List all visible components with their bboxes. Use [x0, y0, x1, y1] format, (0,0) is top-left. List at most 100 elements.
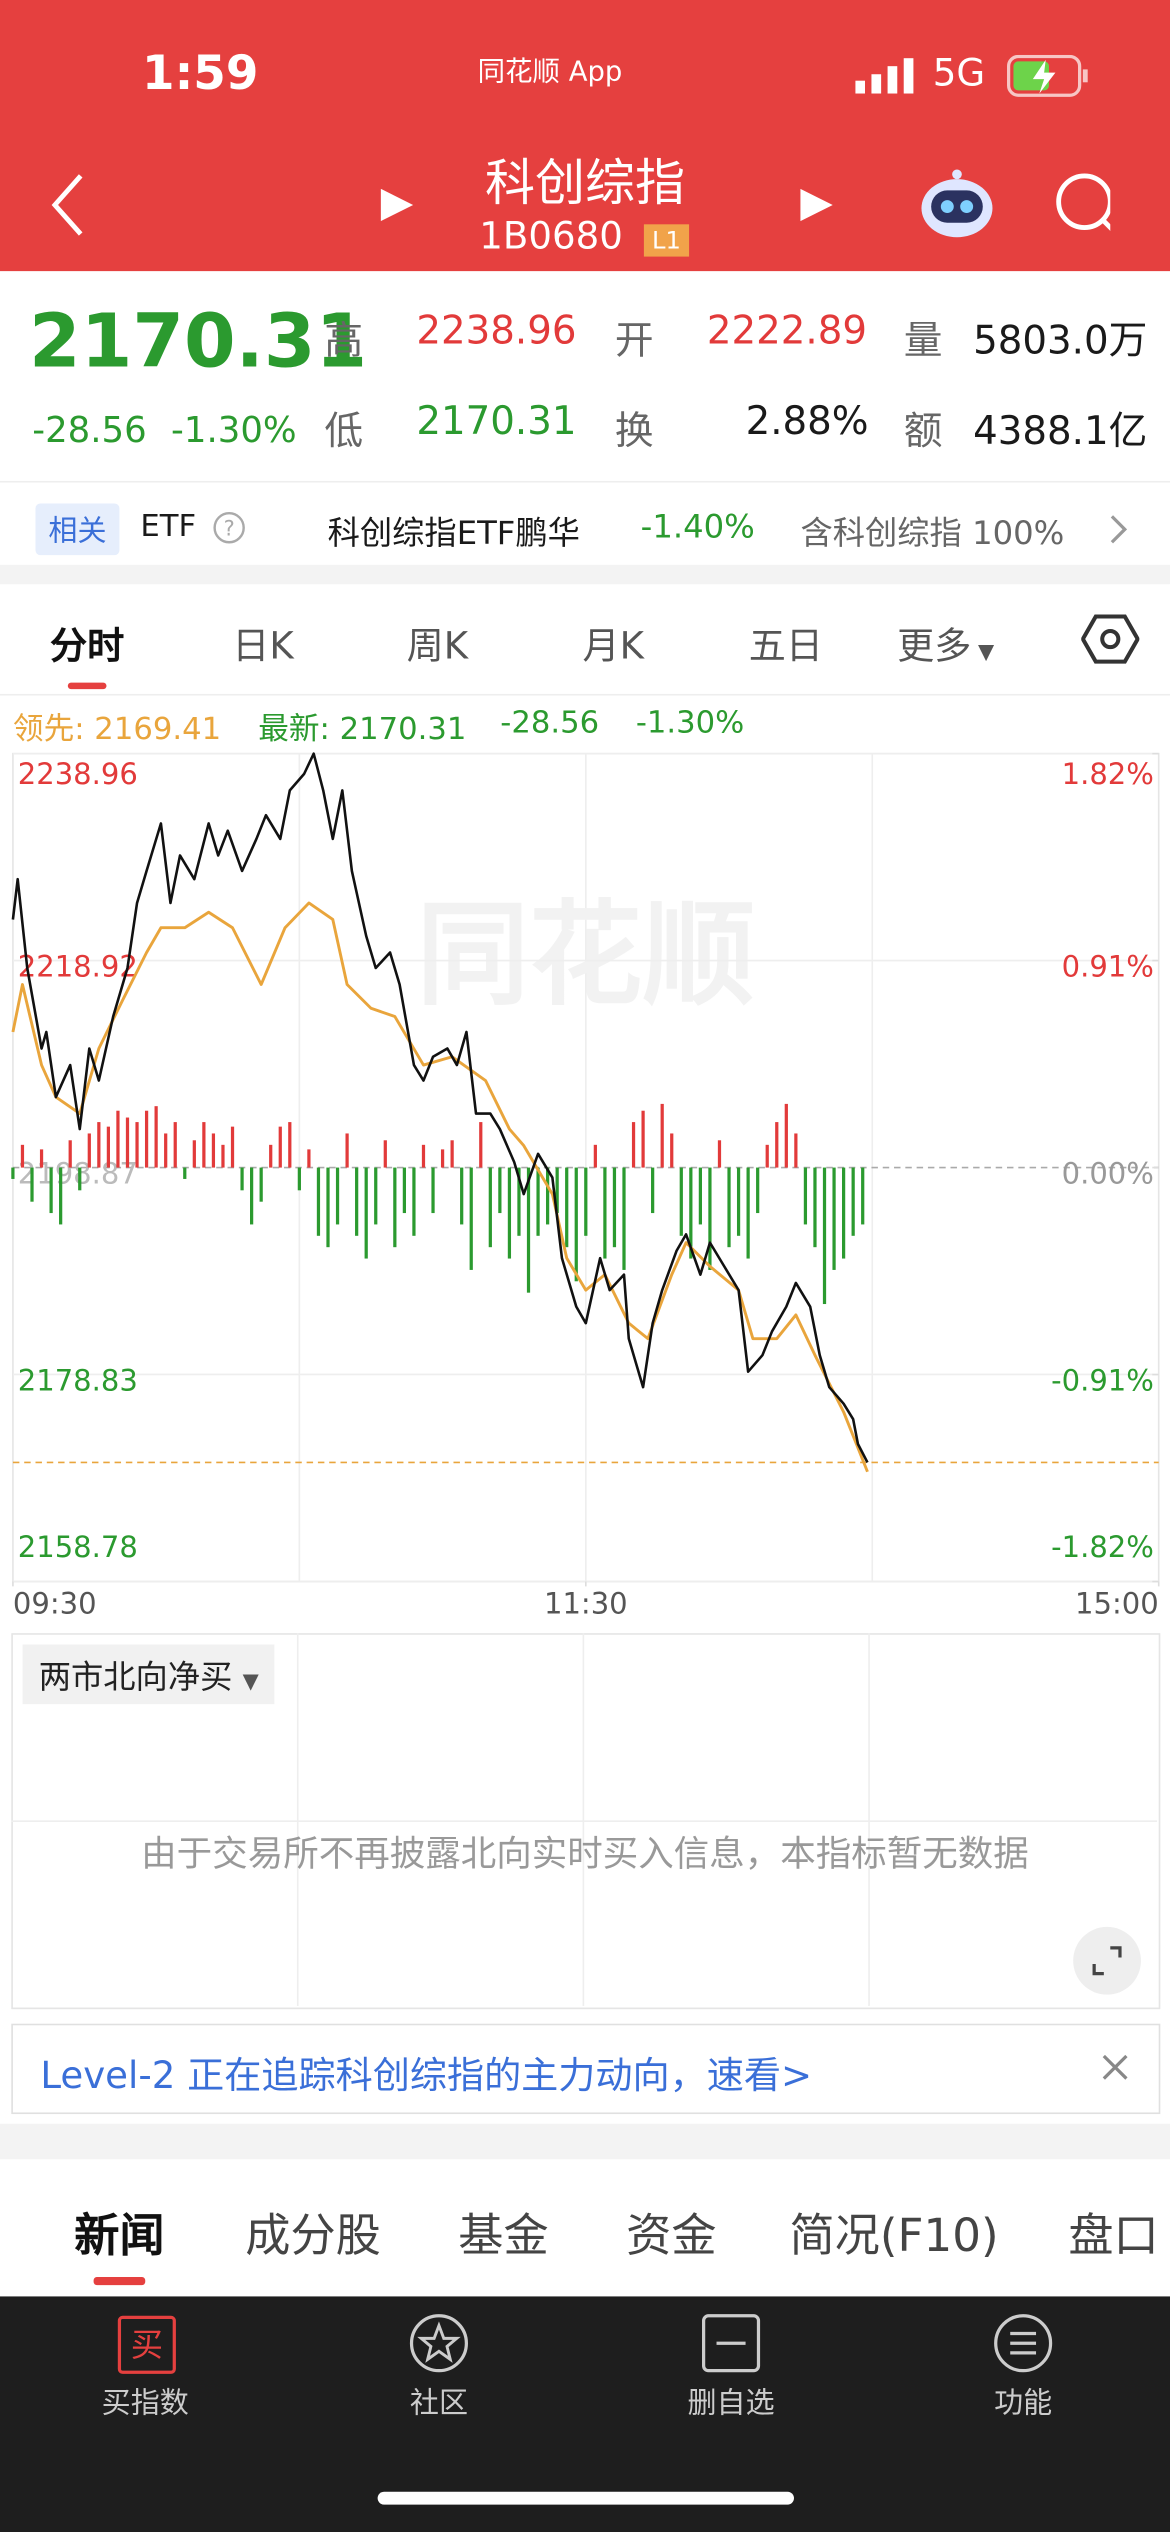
nav-label[interactable]: 功能	[994, 2386, 1053, 2421]
quote-pct: -1.30%	[171, 411, 297, 452]
pressure-bar	[803, 1167, 808, 1225]
tab[interactable]: 周K	[406, 626, 469, 669]
nav-label[interactable]: 买指数	[101, 2386, 189, 2421]
x-tick-label: 09:30	[13, 1587, 97, 1621]
pressure-bar	[622, 1167, 626, 1270]
banner[interactable]	[11, 2023, 1161, 2115]
tab[interactable]: 分时	[50, 626, 125, 669]
news-tab[interactable]: 简况(F10)	[789, 2209, 999, 2263]
panel-message: 由于交易所不再披露北向实时买入信息，本指标暂无数据	[141, 1834, 1029, 1876]
nav-icon[interactable]	[991, 2311, 1056, 2376]
nav-icon[interactable]	[699, 2311, 764, 2376]
tab[interactable]: 五日	[748, 626, 824, 669]
pressure-bar	[851, 1167, 855, 1236]
pressure-bar	[660, 1103, 664, 1168]
divider	[0, 480, 1170, 483]
pressure-bar	[202, 1122, 206, 1168]
pressure-bar	[784, 1103, 788, 1168]
pressure-bar	[154, 1106, 158, 1168]
pressure-bar	[278, 1126, 282, 1168]
pressure-bar	[536, 1167, 540, 1236]
settings-icon[interactable]	[1081, 612, 1140, 667]
help-icon[interactable]: ?	[211, 510, 247, 546]
chevron	[1110, 515, 1128, 544]
pressure-bar	[603, 1167, 607, 1259]
pressure-bar	[355, 1167, 359, 1236]
tab-underline	[67, 682, 107, 690]
pressure-bar	[517, 1167, 521, 1236]
robot-icon[interactable]	[917, 168, 998, 242]
news-tab[interactable]: 盘口	[1068, 2209, 1159, 2263]
status-time: 1:59	[142, 45, 259, 101]
pressure-bar	[421, 1144, 426, 1168]
pressure-bar	[861, 1167, 865, 1225]
field-label: 额	[903, 408, 943, 454]
pressure-bar	[116, 1110, 120, 1168]
dropdown-arrow: ▼	[971, 640, 995, 665]
divider	[0, 693, 1170, 696]
nav-label[interactable]: 删自选	[687, 2386, 775, 2421]
pressure-bar	[383, 1140, 387, 1168]
pressure-bar	[574, 1167, 578, 1282]
pressure-bar	[307, 1149, 311, 1168]
panel-dropdown[interactable]: 两市北向净买 ▼	[22, 1644, 275, 1705]
home-indicator	[377, 2491, 794, 2505]
pressure-bar	[59, 1167, 63, 1225]
news-tab[interactable]: 基金	[458, 2209, 549, 2263]
nav-icon[interactable]	[407, 2311, 472, 2376]
field-label: 高	[324, 317, 364, 364]
pressure-bar	[794, 1133, 798, 1168]
fund-change: -1.40%	[640, 506, 755, 546]
pressure-bar	[584, 1167, 588, 1236]
pressure-bar	[813, 1167, 817, 1248]
legend-avg: 领先: 2169.41	[12, 711, 222, 748]
battery-icon	[1007, 54, 1088, 97]
pressure-bar	[125, 1117, 130, 1168]
series-line	[11, 901, 869, 1473]
nav-label[interactable]: 社区	[409, 2386, 468, 2421]
nav-icon[interactable]: 买	[117, 2315, 176, 2374]
y-tick-label: 2178.83	[18, 1364, 138, 1398]
pressure-bar	[164, 1133, 168, 1168]
tab[interactable]: 月K	[582, 626, 644, 669]
field-value: 2.88%	[745, 398, 869, 444]
pressure-bar	[545, 1167, 550, 1225]
pressure-bar	[173, 1122, 177, 1168]
tab[interactable]: 日K	[232, 626, 294, 669]
news-tab[interactable]: 资金	[626, 2209, 717, 2263]
pressure-bar	[326, 1167, 330, 1248]
tab[interactable]: 更多 ▼	[897, 626, 995, 669]
status-app: 同花顺 App	[477, 56, 623, 89]
expand-icon[interactable]	[1072, 1925, 1143, 1996]
nav-icons[interactable]	[45, 169, 1111, 250]
fund-name[interactable]: 科创综指ETF鹏华	[327, 513, 580, 552]
pressure-bar	[765, 1144, 769, 1168]
news-tab[interactable]: 成分股	[245, 2209, 381, 2263]
related-etf[interactable]: ETF	[140, 508, 197, 544]
watermark: 同花顺	[416, 889, 755, 1021]
field-value: 2238.96	[416, 308, 577, 354]
news-tab[interactable]: 新闻	[74, 2209, 165, 2263]
pressure-bar	[555, 1167, 559, 1214]
y2-tick-label: 1.82%	[1062, 757, 1154, 791]
pressure-bar	[593, 1144, 597, 1168]
pressure-bar	[364, 1167, 368, 1259]
pressure-bar	[144, 1110, 149, 1168]
pressure-bar	[393, 1167, 397, 1248]
svg-text:?: ?	[224, 516, 235, 540]
news-tab-underline	[93, 2277, 146, 2286]
pressure-bar	[440, 1149, 445, 1168]
pressure-bar	[49, 1167, 53, 1214]
pressure-bar	[822, 1167, 827, 1305]
pressure-bar	[68, 1140, 72, 1168]
pressure-bar	[30, 1167, 34, 1202]
banner-text[interactable]: Level-2 正在追踪科创综指的主力动向，速看>	[40, 2055, 813, 2098]
fund-holding[interactable]: 含科创综指 100%	[800, 513, 1065, 552]
y2-tick-label: 0.91%	[1062, 950, 1154, 984]
quote-change: -28.56	[32, 411, 147, 452]
close-icon[interactable]	[1101, 2053, 1130, 2082]
pressure-bar	[832, 1167, 836, 1270]
pressure-bar	[431, 1167, 435, 1214]
gap	[0, 2123, 1170, 2160]
